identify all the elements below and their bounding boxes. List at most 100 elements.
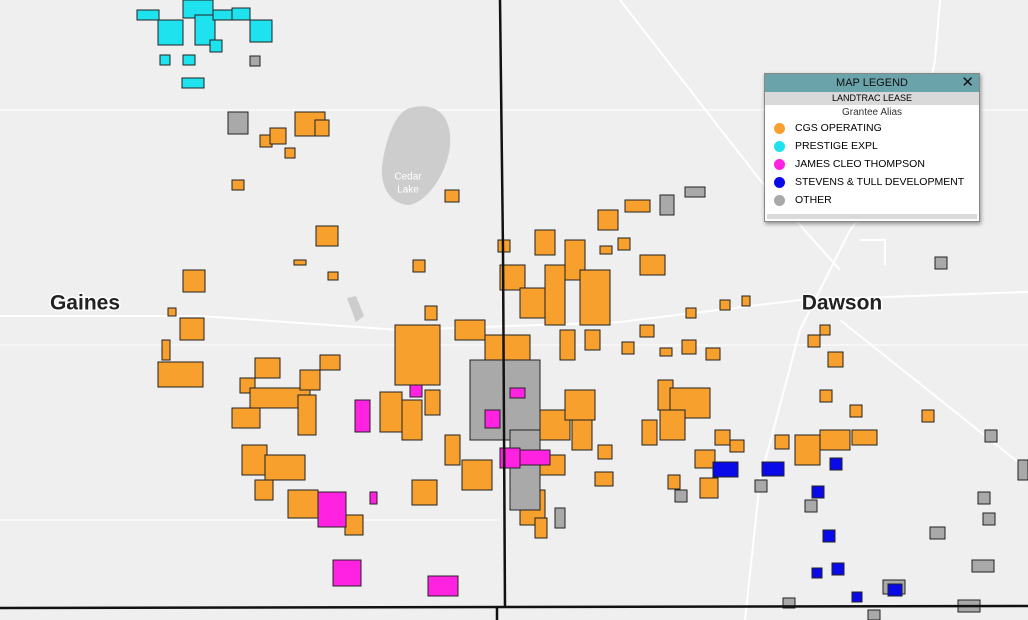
lease-parcel[interactable]	[571, 419, 593, 451]
lease-parcel[interactable]	[714, 429, 731, 446]
lease-parcel[interactable]	[741, 295, 751, 307]
lease-parcel[interactable]	[182, 269, 206, 293]
lease-parcel[interactable]	[621, 341, 635, 355]
lease-parcel[interactable]	[617, 237, 631, 251]
lease-parcel[interactable]	[811, 567, 823, 579]
lease-parcel[interactable]	[831, 562, 845, 576]
lease-parcel[interactable]	[179, 317, 205, 341]
lease-parcel[interactable]	[182, 54, 196, 66]
lease-parcel[interactable]	[729, 439, 745, 453]
lease-parcel[interactable]	[921, 409, 935, 423]
lease-parcel[interactable]	[379, 391, 403, 433]
lease-parcel[interactable]	[774, 434, 790, 450]
lease-parcel[interactable]	[412, 259, 426, 273]
lease-parcel[interactable]	[639, 324, 655, 338]
lease-parcel[interactable]	[297, 394, 317, 436]
lease-parcel[interactable]	[544, 264, 566, 326]
lease-parcel[interactable]	[982, 512, 996, 526]
lease-parcel[interactable]	[641, 419, 658, 446]
lease-parcel[interactable]	[159, 54, 171, 66]
lease-parcel[interactable]	[354, 399, 371, 433]
lease-parcel[interactable]	[444, 434, 461, 466]
lease-parcel[interactable]	[519, 449, 551, 466]
lease-parcel[interactable]	[401, 399, 423, 441]
lease-parcel[interactable]	[977, 491, 991, 505]
lease-parcel[interactable]	[317, 491, 347, 528]
lease-parcel[interactable]	[509, 387, 526, 399]
lease-parcel[interactable]	[167, 307, 177, 317]
lease-parcel[interactable]	[315, 225, 339, 247]
lease-parcel[interactable]	[559, 329, 576, 361]
lease-parcel[interactable]	[564, 389, 596, 421]
lease-parcel[interactable]	[659, 409, 686, 441]
lease-parcel[interactable]	[319, 354, 341, 371]
lease-parcel[interactable]	[231, 7, 251, 21]
lease-parcel[interactable]	[427, 575, 459, 597]
lease-parcel[interactable]	[454, 319, 486, 341]
lease-parcel[interactable]	[867, 609, 881, 620]
lease-parcel[interactable]	[161, 339, 171, 361]
lease-parcel[interactable]	[827, 351, 844, 368]
lease-parcel[interactable]	[327, 271, 339, 281]
lease-parcel[interactable]	[659, 347, 673, 357]
lease-parcel[interactable]	[597, 444, 613, 460]
lease-parcel[interactable]	[851, 591, 863, 603]
lease-parcel[interactable]	[712, 461, 739, 478]
lease-parcel[interactable]	[705, 347, 721, 361]
lease-parcel[interactable]	[332, 559, 362, 587]
lease-parcel[interactable]	[851, 429, 878, 446]
lease-parcel[interactable]	[157, 361, 204, 388]
lease-parcel[interactable]	[287, 489, 319, 519]
lease-parcel[interactable]	[639, 254, 666, 276]
lease-parcel[interactable]	[819, 324, 831, 336]
lease-parcel[interactable]	[554, 507, 566, 529]
lease-parcel[interactable]	[685, 307, 697, 319]
lease-parcel[interactable]	[534, 229, 556, 256]
lease-parcel[interactable]	[194, 14, 216, 46]
lease-parcel[interactable]	[461, 459, 493, 491]
lease-parcel[interactable]	[579, 269, 611, 326]
lease-parcel[interactable]	[534, 517, 548, 539]
lease-parcel[interactable]	[269, 127, 287, 145]
lease-parcel[interactable]	[299, 369, 321, 391]
lease-parcel[interactable]	[667, 474, 681, 490]
lease-parcel[interactable]	[659, 194, 675, 216]
lease-parcel[interactable]	[829, 457, 843, 471]
lease-parcel[interactable]	[584, 329, 601, 351]
lease-parcel[interactable]	[761, 461, 785, 477]
lease-parcel[interactable]	[509, 429, 541, 511]
lease-parcel[interactable]	[209, 39, 223, 53]
lease-parcel[interactable]	[699, 477, 719, 499]
lease-parcel[interactable]	[971, 559, 995, 573]
lease-parcel[interactable]	[484, 409, 501, 429]
lease-parcel[interactable]	[719, 299, 731, 311]
lease-parcel[interactable]	[231, 407, 261, 429]
lease-parcel[interactable]	[241, 444, 268, 476]
lease-parcel[interactable]	[254, 479, 274, 501]
lease-parcel[interactable]	[136, 9, 160, 21]
lease-parcel[interactable]	[811, 485, 825, 499]
lease-parcel[interactable]	[674, 489, 688, 503]
lease-parcel[interactable]	[424, 305, 438, 321]
lease-parcel[interactable]	[254, 357, 281, 379]
lease-parcel[interactable]	[849, 404, 863, 418]
lease-parcel[interactable]	[231, 179, 245, 191]
lease-parcel[interactable]	[249, 55, 261, 67]
lease-parcel[interactable]	[624, 199, 651, 213]
lease-parcel[interactable]	[227, 111, 249, 135]
lease-parcel[interactable]	[819, 429, 851, 451]
lease-parcel[interactable]	[754, 479, 768, 493]
lease-parcel[interactable]	[794, 434, 821, 466]
lease-parcel[interactable]	[597, 209, 619, 231]
lease-parcel[interactable]	[539, 409, 571, 441]
lease-parcel[interactable]	[594, 471, 614, 487]
lease-parcel[interactable]	[599, 245, 613, 255]
lease-parcel[interactable]	[819, 389, 833, 403]
lease-parcel[interactable]	[984, 429, 998, 443]
lease-parcel[interactable]	[929, 526, 946, 540]
lease-parcel[interactable]	[181, 77, 205, 89]
lease-parcel[interactable]	[314, 119, 330, 137]
lease-parcel[interactable]	[934, 256, 948, 270]
lease-parcel[interactable]	[444, 189, 460, 203]
lease-parcel[interactable]	[264, 454, 306, 481]
